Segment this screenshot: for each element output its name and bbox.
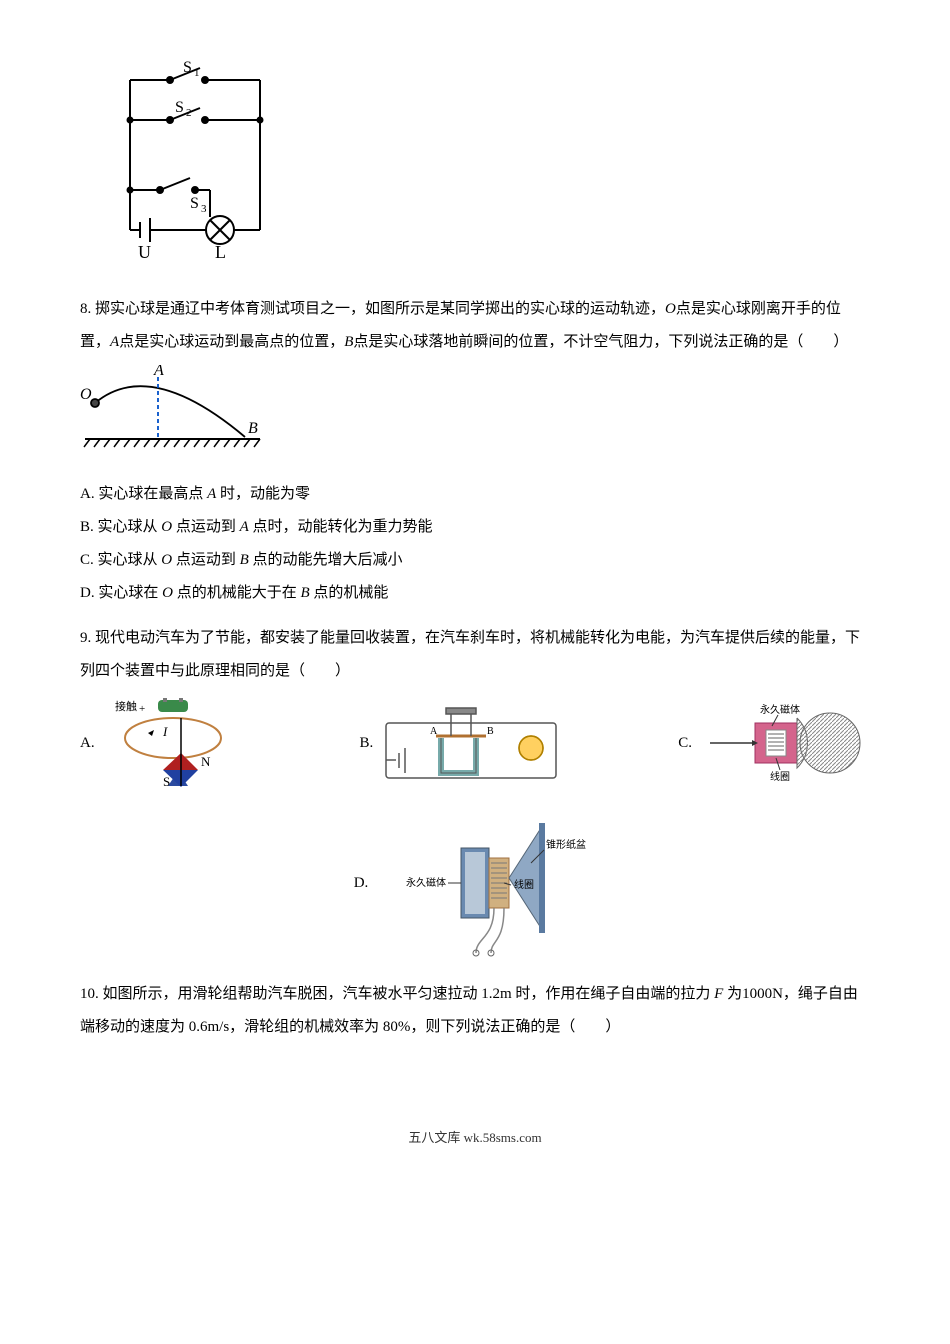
svg-text:1: 1 [194,67,200,79]
q9-d-label: D. [354,867,369,900]
q9-c-diagram: 永久磁体 线圈 [700,698,870,788]
trajectory-diagram: O A B [80,365,870,468]
svg-text:S: S [163,774,170,788]
svg-text:U: U [138,242,151,260]
page-footer: 五八文库 wk.58sms.com [80,1124,870,1153]
q8-option-b: B. 实心球从 O 点运动到 A 点时，动能转化为重力势能 [80,511,870,544]
q9-c-label: C. [678,727,692,760]
svg-text:N: N [201,754,211,769]
q9-a-diagram: 接触 + I N S [103,698,243,788]
q9-option-a: A. 接触 + I N S [80,698,243,788]
question-9: 9. 现代电动汽车为了节能，都安装了能量回收装置，在汽车刹车时，将机械能转化为电… [80,622,870,688]
svg-text:+: + [139,703,145,715]
q8-option-c: C. 实心球从 O 点运动到 B 点的动能先增大后减小 [80,544,870,577]
label-O: O [80,386,92,403]
q9-option-c: C. 永久磁体 线圈 [678,698,870,788]
svg-text:A: A [430,726,438,737]
q9-option-b: B. A B [360,698,562,788]
q9-stem: 9. 现代电动汽车为了节能，都安装了能量回收装置，在汽车刹车时，将机械能转化为电… [80,630,860,679]
svg-text:B: B [487,726,494,737]
q10-stem: 10. 如图所示，用滑轮组帮助汽车脱困，汽车被水平匀速拉动 1.2m 时，作用在… [80,986,858,1035]
q9-b-diagram: A B [381,698,561,788]
q9-a-label: A. [80,727,95,760]
svg-text:永久磁体: 永久磁体 [406,876,446,889]
q9-option-d: D. 永久磁体 线圈 锥形纸盆 [354,808,597,958]
svg-text:S: S [175,99,184,116]
svg-text:I: I [162,724,168,739]
q9-d-diagram: 永久磁体 线圈 锥形纸盆 [376,808,596,958]
label-B: B [248,420,258,437]
label-A: A [153,365,164,379]
q8-stem: 8. 掷实心球是通辽中考体育测试项目之一，如图所示是某同学掷出的实心球的运动轨迹… [80,301,848,350]
question-10: 10. 如图所示，用滑轮组帮助汽车脱困，汽车被水平匀速拉动 1.2m 时，作用在… [80,978,870,1044]
svg-text:2: 2 [186,107,192,119]
svg-text:锥形纸盆: 锥形纸盆 [546,838,586,851]
svg-text:线圈: 线圈 [514,878,534,891]
q8-option-a: A. 实心球在最高点 A 时，动能为零 [80,478,870,511]
question-8: 8. 掷实心球是通辽中考体育测试项目之一，如图所示是某同学掷出的实心球的运动轨迹… [80,293,870,359]
q9-b-label: B. [360,727,374,760]
svg-text:S: S [183,60,192,76]
q8-options: A. 实心球在最高点 A 时，动能为零 B. 实心球从 O 点运动到 A 点时，… [80,478,870,610]
q9-options-row: A. 接触 + I N S B. [80,698,870,788]
svg-text:3: 3 [201,203,207,215]
svg-text:接触: 接触 [115,699,137,713]
circuit-diagram: S1 S2 S3 U L [100,60,870,273]
svg-text:L: L [215,242,226,260]
q8-option-d: D. 实心球在 O 点的机械能大于在 B 点的机械能 [80,577,870,610]
q9-option-d-row: D. 永久磁体 线圈 锥形纸盆 [80,808,870,958]
svg-text:线圈: 线圈 [770,770,790,783]
svg-text:永久磁体: 永久磁体 [760,703,800,716]
svg-text:S: S [190,195,199,212]
